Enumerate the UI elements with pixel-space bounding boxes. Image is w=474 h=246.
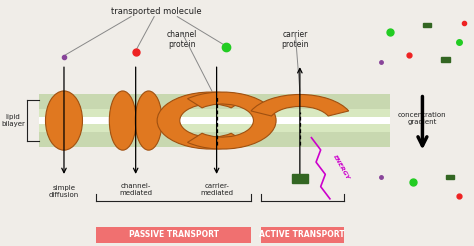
Bar xyxy=(38,109,390,132)
Text: PASSIVE TRANSPORT: PASSIVE TRANSPORT xyxy=(129,231,219,239)
Wedge shape xyxy=(157,92,246,149)
Text: simple
diffusion: simple diffusion xyxy=(49,185,79,198)
Wedge shape xyxy=(188,92,276,149)
Wedge shape xyxy=(251,94,349,116)
Bar xyxy=(423,23,431,27)
Bar xyxy=(261,227,344,243)
Bar xyxy=(38,117,390,124)
Bar xyxy=(38,94,390,147)
Bar xyxy=(446,175,455,179)
Bar xyxy=(96,227,251,243)
Bar xyxy=(292,174,308,183)
Ellipse shape xyxy=(46,91,82,150)
Ellipse shape xyxy=(109,91,136,150)
Text: ACTIVE TRANSPORT: ACTIVE TRANSPORT xyxy=(259,231,345,239)
Text: lipid
bilayer: lipid bilayer xyxy=(1,114,25,127)
Text: carrier
protein: carrier protein xyxy=(282,30,309,49)
Text: channel-
mediated: channel- mediated xyxy=(119,183,152,196)
Text: transported molecule: transported molecule xyxy=(111,7,202,16)
Text: channel
protein: channel protein xyxy=(167,30,197,49)
Bar xyxy=(441,57,450,62)
Text: concentration
gradient: concentration gradient xyxy=(398,112,447,125)
Ellipse shape xyxy=(135,91,162,150)
Text: carrier-
mediated: carrier- mediated xyxy=(200,183,233,196)
Text: ENERGY: ENERGY xyxy=(332,154,351,180)
